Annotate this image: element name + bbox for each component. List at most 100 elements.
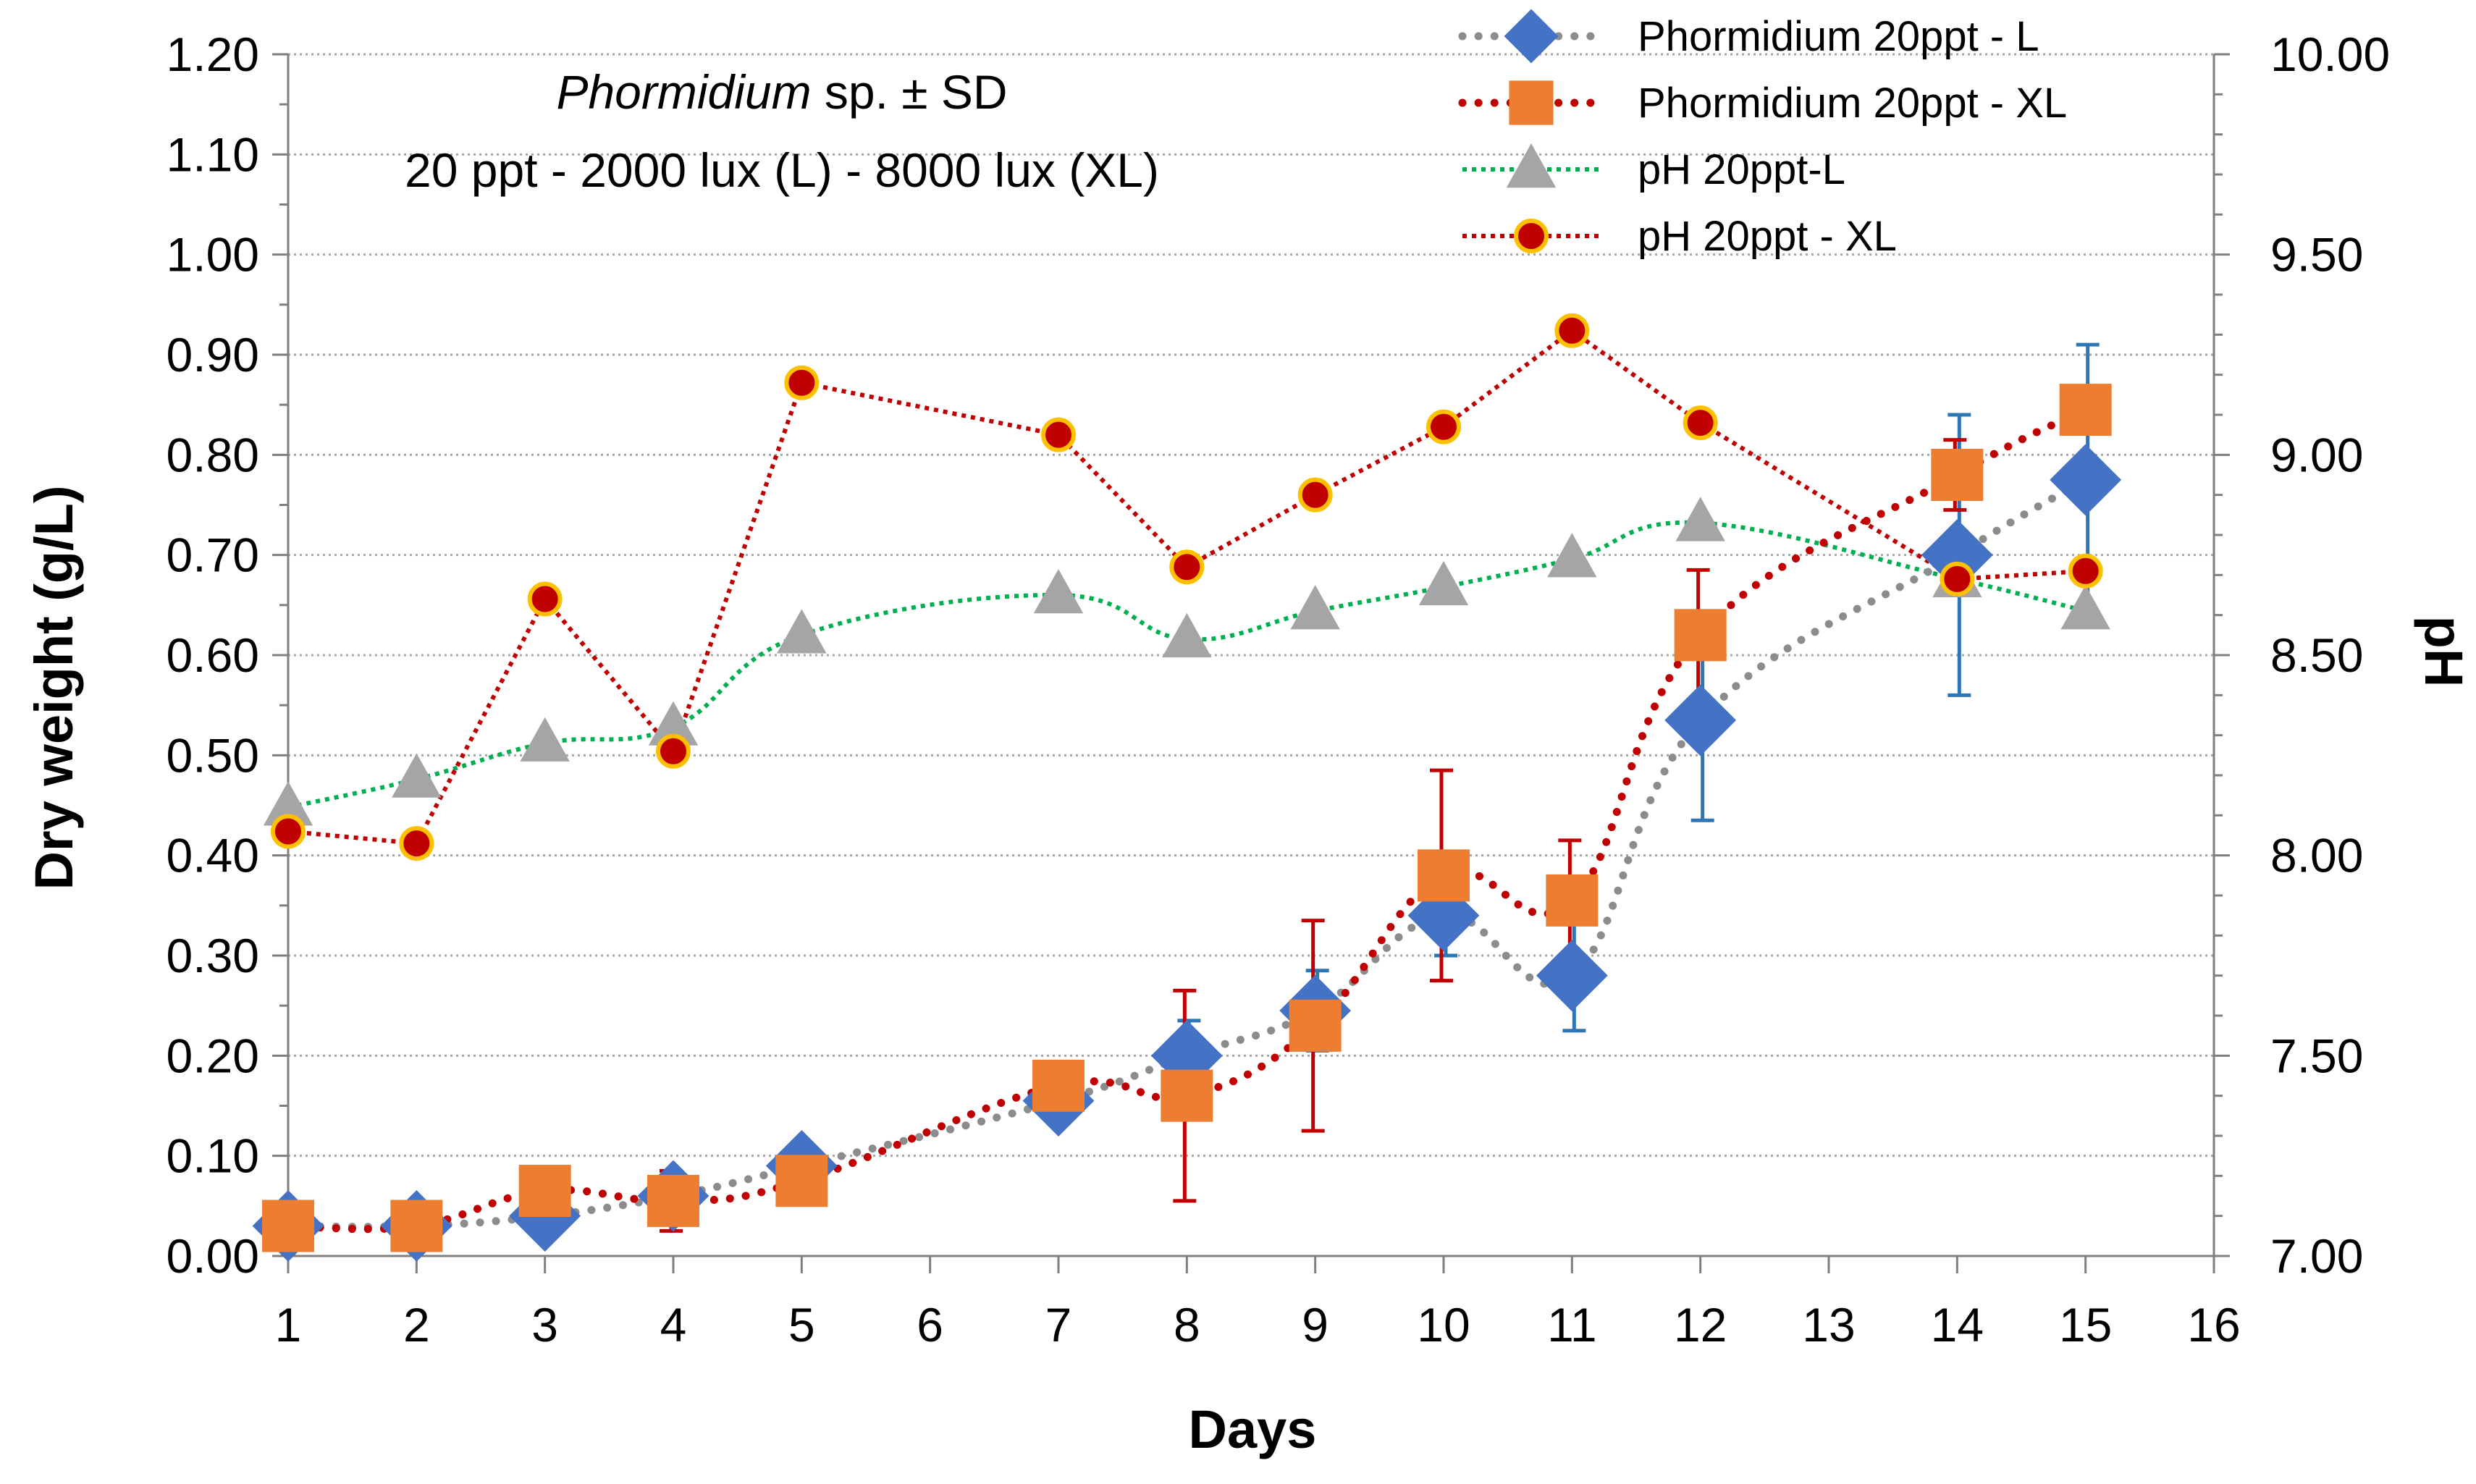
legend-label: pH 20ppt-L [1638, 146, 1845, 193]
series-3 [287, 328, 2086, 846]
y2-tick-label: 10.00 [2270, 28, 2390, 81]
x-tick-label: 13 [1802, 1298, 1855, 1352]
markers-3 [271, 313, 2103, 861]
data-point [1418, 560, 1469, 606]
series-line [287, 328, 2086, 846]
data-point [1546, 874, 1599, 927]
data-point [2068, 553, 2103, 589]
x-tick-label: 6 [917, 1298, 943, 1352]
legend-label: Phormidium 20ppt - L [1638, 13, 2039, 60]
data-point [1169, 549, 1205, 585]
series-line [287, 520, 2087, 810]
data-point [1554, 313, 1590, 348]
series-line [284, 476, 2090, 1231]
data-point [1041, 417, 1076, 452]
error-bars-1 [660, 438, 1967, 1233]
y-tick-label: 0.50 [167, 728, 259, 782]
data-point [392, 753, 442, 798]
y-tick-label: 0.30 [167, 929, 259, 982]
data-point [647, 1174, 699, 1227]
data-point [1940, 561, 1975, 596]
x-tick-label: 15 [2059, 1298, 2112, 1352]
y-tick-label: 0.90 [167, 328, 259, 381]
data-point [1664, 684, 1737, 756]
legend-item-2: pH 20ppt-L [1462, 143, 1845, 193]
data-point [1683, 405, 1718, 441]
y-tick-label: 0.40 [167, 829, 259, 882]
data-point [1032, 1059, 1085, 1112]
y-tick-label: 0.60 [167, 628, 259, 682]
x-tick-label: 9 [1302, 1298, 1328, 1352]
data-point [1297, 477, 1333, 513]
chart-annotation-line-2: 20 ppt - 2000 lux (L) - 8000 lux (XL) [405, 143, 1159, 197]
y-tick-label: 0.70 [167, 528, 259, 582]
y-tick-label: 1.00 [167, 228, 259, 282]
annotation-species: Phormidium [556, 65, 811, 119]
x-tick-label: 12 [1674, 1298, 1727, 1352]
data-point [520, 717, 570, 762]
legend-marker [1514, 219, 1549, 253]
y2-tick-label: 8.50 [2270, 628, 2363, 682]
data-point [1418, 849, 1470, 902]
data-point [1290, 585, 1340, 630]
gridlines [288, 53, 2214, 1158]
series-2 [287, 520, 2087, 810]
x-tick-label: 14 [1931, 1298, 1984, 1352]
x-tick-label: 4 [660, 1298, 687, 1352]
data-point [527, 581, 563, 617]
x-tick-label: 5 [788, 1298, 815, 1352]
series-layer [252, 313, 2122, 1262]
legend-marker [1504, 9, 1559, 64]
data-point [648, 701, 699, 746]
series-0 [284, 476, 2090, 1231]
legend-marker [1509, 80, 1554, 125]
x-tick-label: 8 [1174, 1298, 1200, 1352]
y-tick-label: 1.10 [167, 127, 259, 181]
data-point [1162, 612, 1212, 658]
legend-item-0: Phormidium 20ppt - L [1458, 9, 2039, 64]
data-point [1931, 449, 1984, 501]
legend-item-3: pH 20ppt - XL [1462, 213, 1897, 260]
legend-label: Phormidium 20ppt - XL [1638, 80, 2067, 127]
data-point [1426, 409, 1461, 444]
data-point [262, 1200, 314, 1252]
data-point [2060, 585, 2110, 630]
y2-axis-title: pH [2414, 616, 2474, 688]
x-tick-label: 16 [2187, 1298, 2240, 1352]
y-tick-label: 0.10 [167, 1129, 259, 1183]
x-axis-title: Days [1189, 1399, 1317, 1459]
labels: Phormidium sp. ± SD 20 ppt - 2000 lux (L… [24, 65, 2474, 1459]
legend-label: pH 20ppt - XL [1638, 213, 1897, 260]
data-point [2050, 444, 2122, 516]
data-point [775, 1155, 828, 1207]
y2-tick-label: 9.50 [2270, 228, 2363, 282]
data-point [263, 781, 313, 826]
y-tick-label: 1.20 [167, 28, 259, 81]
x-tick-label: 3 [531, 1298, 558, 1352]
annotation-sd: sp. ± SD [812, 65, 1008, 119]
data-point [1547, 533, 1597, 578]
data-point [518, 1165, 571, 1218]
legend-marker [1506, 143, 1557, 188]
x-tick-label: 2 [403, 1298, 430, 1352]
data-point [2059, 384, 2112, 437]
data-point [784, 365, 820, 400]
data-point [1033, 569, 1084, 614]
data-point [1536, 940, 1608, 1012]
legend: Phormidium 20ppt - L Phormidium 20ppt - X… [1458, 9, 2067, 260]
markers-1 [262, 384, 2112, 1252]
y-tick-label: 0.00 [167, 1229, 259, 1283]
x-tick-label: 11 [1547, 1298, 1597, 1352]
data-point [271, 814, 306, 849]
y-axis-title: Dry weight (g/L) [24, 485, 84, 890]
y2-tick-label: 9.00 [2270, 428, 2363, 481]
data-point [656, 733, 691, 769]
x-tick-label: 10 [1417, 1298, 1470, 1352]
x-tick-label: 1 [275, 1298, 302, 1352]
axes: 0.00 0.10 0.20 0.30 0.40 0.50 0.60 0.70 0.80 0.90… [167, 28, 2391, 1352]
data-point [390, 1200, 443, 1252]
chart-annotation-line-1: Phormidium sp. ± SD [556, 65, 1007, 119]
error-bars-0 [664, 342, 2100, 1218]
